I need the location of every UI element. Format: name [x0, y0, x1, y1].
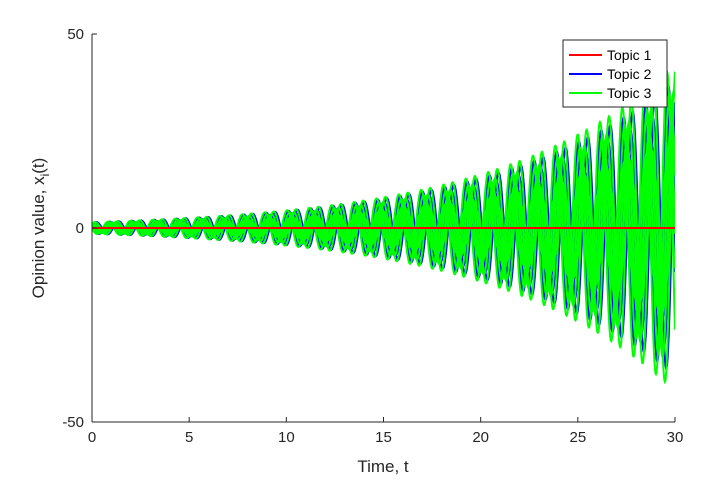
- legend-label: Topic 2: [607, 66, 652, 82]
- y-tick-label: -50: [62, 414, 84, 431]
- y-axis-title-tail: (t): [29, 158, 48, 174]
- x-tick-label: 0: [88, 429, 96, 446]
- x-tick-label: 20: [472, 429, 489, 446]
- x-tick-label: 25: [569, 429, 586, 446]
- x-tick-label: 30: [667, 429, 684, 446]
- y-tick-label: 50: [67, 26, 84, 43]
- y-tick-label: 0: [76, 220, 84, 237]
- x-tick-label: 10: [278, 429, 295, 446]
- legend-label: Topic 1: [607, 47, 652, 63]
- y-axis-title-sub: i: [38, 174, 52, 177]
- series-line-topic-3: [92, 70, 675, 377]
- x-axis-title: Time, t: [357, 457, 409, 476]
- legend: Topic 1 Topic 2 Topic 3: [562, 39, 668, 108]
- legend-label: Topic 3: [607, 85, 652, 101]
- y-axis-title-main: Opinion value, x: [29, 176, 48, 298]
- series-layer: [92, 70, 675, 385]
- x-tick-label: 15: [375, 429, 392, 446]
- x-tick-label: 5: [185, 429, 193, 446]
- y-axis-title: Opinion value, xi(t): [29, 158, 52, 299]
